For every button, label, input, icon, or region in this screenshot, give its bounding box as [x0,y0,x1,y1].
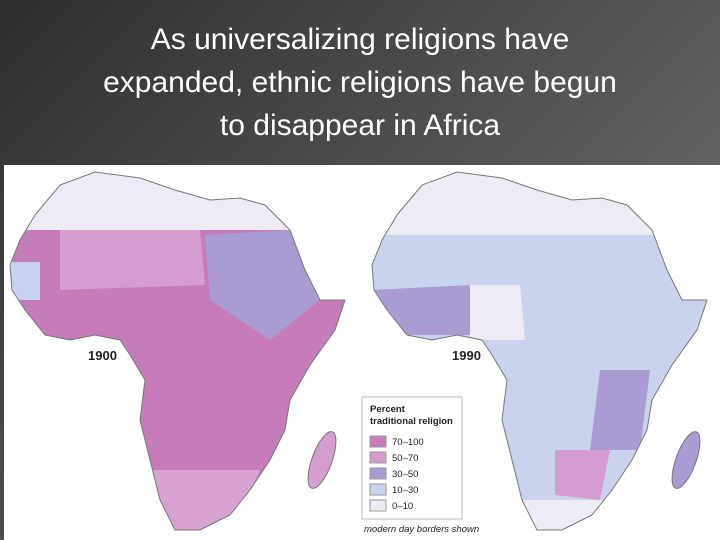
outline [371,171,708,531]
legend-label: 0–10 [392,501,413,512]
legend-swatch [369,451,387,464]
legend-label: 70–100 [392,437,424,448]
legend-swatch [369,499,387,512]
legend-swatch [369,483,387,496]
title-line: expanded, ethnic religions have begun [103,66,617,99]
legend-label: 10–30 [392,485,418,496]
legend-label: 50–70 [392,453,418,464]
title-line: As universalizing religions have [150,23,570,56]
map-label: 1990 [452,348,481,363]
slide-title: As universalizing religions have expande… [0,18,720,147]
legend-label: 30–50 [392,469,418,480]
legend-swatch [369,467,387,480]
legend-title: Percent [370,404,406,415]
madagascar [307,431,337,489]
legend-note: modern day borders shown [364,524,479,535]
map-label: 1900 [88,348,117,363]
outline [9,171,346,531]
madagascar [671,431,701,489]
title-line: to disappear in Africa [219,109,501,142]
legend-title: traditional religion [370,416,453,427]
legend-items: 70–100 50–70 30–50 10–30 0–10 [369,435,424,512]
legend-swatch [369,435,387,448]
